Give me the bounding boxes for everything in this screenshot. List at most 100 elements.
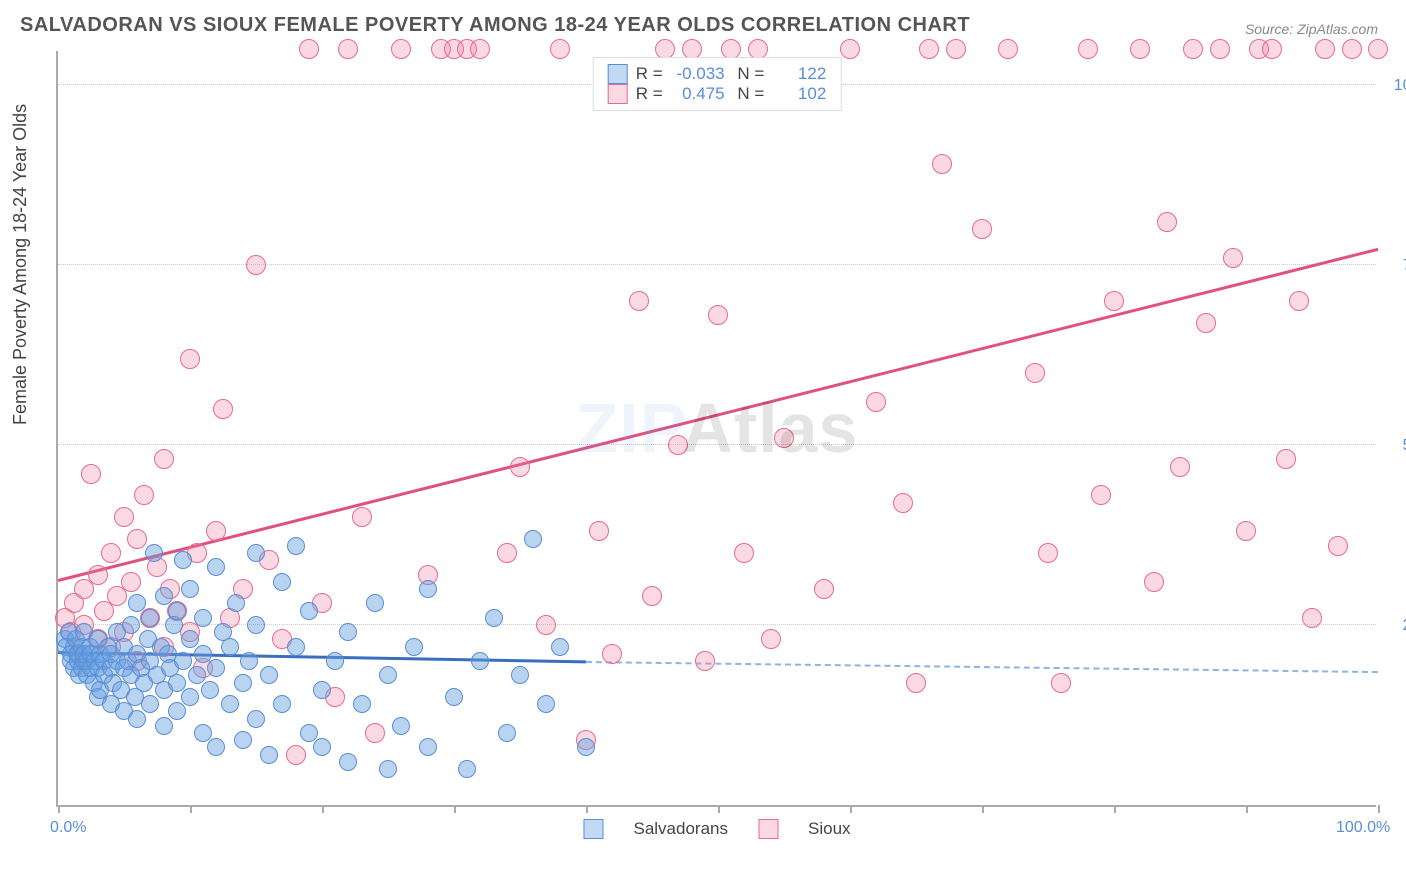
scatter-point-sioux [1196, 313, 1216, 333]
scatter-point-sioux [497, 543, 517, 563]
scatter-point-salvadoran [188, 666, 206, 684]
scatter-point-sioux [365, 723, 385, 743]
scatter-point-salvadoran [247, 616, 265, 634]
scatter-point-salvadoran [194, 724, 212, 742]
scatter-point-salvadoran [260, 666, 278, 684]
x-tick [1114, 805, 1116, 813]
scatter-point-salvadoran [207, 558, 225, 576]
scatter-point-salvadoran [471, 652, 489, 670]
scatter-point-salvadoran [445, 688, 463, 706]
scatter-point-sioux [470, 39, 490, 59]
scatter-point-sioux [81, 464, 101, 484]
scatter-point-salvadoran [234, 731, 252, 749]
scatter-point-sioux [866, 392, 886, 412]
scatter-point-sioux [1038, 543, 1058, 563]
scatter-point-sioux [1210, 39, 1230, 59]
scatter-point-sioux [213, 399, 233, 419]
scatter-point-salvadoran [577, 738, 595, 756]
x-tick-label: 100.0% [1336, 819, 1390, 837]
scatter-point-sioux [695, 651, 715, 671]
x-tick [1246, 805, 1248, 813]
scatter-point-sioux [655, 39, 675, 59]
y-axis-label: Female Poverty Among 18-24 Year Olds [10, 104, 31, 425]
scatter-point-sioux [299, 39, 319, 59]
scatter-point-sioux [932, 154, 952, 174]
scatter-point-sioux [101, 543, 121, 563]
y-tick-label: 50.0% [1403, 437, 1406, 455]
scatter-point-sioux [180, 349, 200, 369]
scatter-point-salvadoran [174, 551, 192, 569]
x-tick-label: 0.0% [50, 819, 86, 837]
scatter-point-sioux [1130, 39, 1150, 59]
scatter-point-salvadoran [379, 666, 397, 684]
scatter-point-sioux [1051, 673, 1071, 693]
scatter-point-salvadoran [551, 638, 569, 656]
scatter-point-sioux [893, 493, 913, 513]
scatter-point-sioux [682, 39, 702, 59]
scatter-point-salvadoran [379, 760, 397, 778]
scatter-point-salvadoran [155, 717, 173, 735]
scatter-point-salvadoran [300, 602, 318, 620]
scatter-point-sioux [906, 673, 926, 693]
scatter-point-sioux [972, 219, 992, 239]
y-tick-label: 25.0% [1403, 617, 1406, 635]
scatter-point-salvadoran [181, 580, 199, 598]
scatter-point-salvadoran [273, 573, 291, 591]
scatter-point-sioux [1368, 39, 1388, 59]
scatter-point-salvadoran [168, 674, 186, 692]
scatter-point-salvadoran [485, 609, 503, 627]
scatter-point-sioux [748, 39, 768, 59]
scatter-point-sioux [536, 615, 556, 635]
scatter-point-salvadoran [194, 645, 212, 663]
scatter-point-sioux [114, 507, 134, 527]
x-tick [322, 805, 324, 813]
scatter-point-salvadoran [353, 695, 371, 713]
scatter-point-sioux [774, 428, 794, 448]
scatter-point-salvadoran [174, 652, 192, 670]
scatter-point-salvadoran [458, 760, 476, 778]
scatter-point-salvadoran [155, 587, 173, 605]
x-tick [718, 805, 720, 813]
x-tick [454, 805, 456, 813]
scatter-point-sioux [1328, 536, 1348, 556]
scatter-point-salvadoran [122, 616, 140, 634]
scatter-point-salvadoran [201, 681, 219, 699]
scatter-point-sioux [154, 449, 174, 469]
scatter-point-salvadoran [339, 623, 357, 641]
scatter-point-sioux [602, 644, 622, 664]
legend-label-sioux: Sioux [808, 819, 851, 839]
chart-title: SALVADORAN VS SIOUX FEMALE POVERTY AMONG… [20, 14, 970, 37]
scatter-point-salvadoran [181, 630, 199, 648]
scatter-point-salvadoran [524, 530, 542, 548]
legend-swatch-blue [608, 64, 628, 84]
scatter-point-sioux [1315, 39, 1335, 59]
scatter-point-sioux [1078, 39, 1098, 59]
scatter-point-salvadoran [287, 638, 305, 656]
scatter-point-sioux [1170, 457, 1190, 477]
series-legend: Salvadorans Sioux [583, 819, 850, 839]
scatter-point-sioux [708, 305, 728, 325]
y-tick-label: 75.0% [1403, 257, 1406, 275]
scatter-point-sioux [919, 39, 939, 59]
scatter-point-sioux [246, 255, 266, 275]
scatter-point-sioux [286, 745, 306, 765]
y-tick-label: 100.0% [1394, 77, 1406, 95]
scatter-point-sioux [550, 39, 570, 59]
legend-label-salvadorans: Salvadorans [633, 819, 728, 839]
scatter-point-salvadoran [168, 602, 186, 620]
scatter-point-sioux [734, 543, 754, 563]
scatter-point-sioux [668, 435, 688, 455]
source-attribution: Source: ZipAtlas.com [1245, 21, 1378, 37]
scatter-point-sioux [1276, 449, 1296, 469]
scatter-point-salvadoran [405, 638, 423, 656]
scatter-point-salvadoran [419, 738, 437, 756]
scatter-point-salvadoran [247, 710, 265, 728]
scatter-point-salvadoran [419, 580, 437, 598]
scatter-point-salvadoran [287, 537, 305, 555]
scatter-point-salvadoran [227, 594, 245, 612]
stats-legend-row-1: R = -0.033 N = 122 [608, 64, 827, 84]
scatter-point-salvadoran [141, 695, 159, 713]
scatter-point-sioux [1104, 291, 1124, 311]
scatter-point-salvadoran [207, 659, 225, 677]
scatter-point-salvadoran [260, 746, 278, 764]
